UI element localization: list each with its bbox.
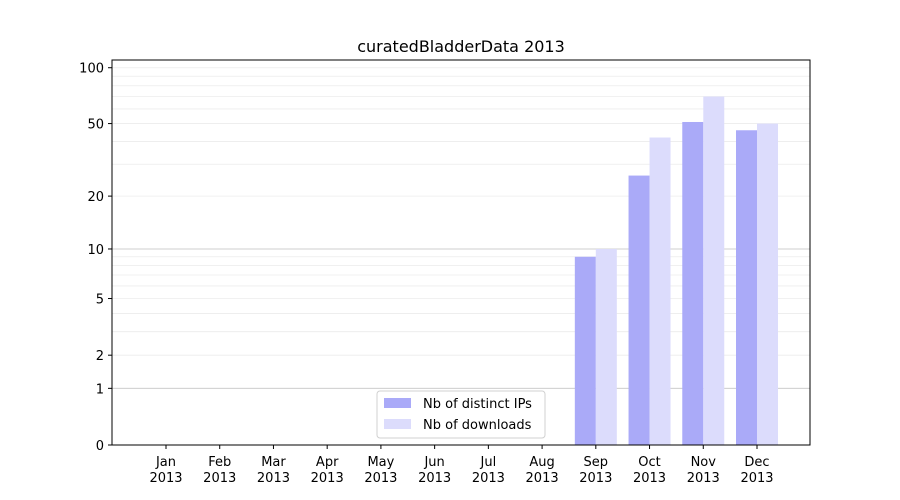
legend: Nb of distinct IPs Nb of downloads — [376, 390, 546, 439]
x-tick-label-year: 2013 — [579, 471, 612, 486]
bar-distinct-ips — [736, 130, 757, 445]
x-tick-label-year: 2013 — [633, 471, 666, 486]
x-tick-label-month: Jan — [155, 455, 176, 470]
bar-downloads — [757, 123, 778, 446]
legend-label: Nb of downloads — [423, 418, 532, 433]
x-tick-label-month: May — [367, 455, 394, 470]
chart-title: curatedBladderData 2013 — [357, 37, 565, 56]
y-tick-label: 20 — [87, 190, 104, 205]
x-tick-label-month: Jun — [423, 455, 444, 470]
x-tick-label-year: 2013 — [149, 471, 182, 486]
y-tick-label: 0 — [96, 439, 104, 454]
x-tick-label-month: Jul — [480, 455, 497, 470]
legend-box — [376, 390, 546, 439]
x-tick-label-month: Oct — [638, 455, 660, 470]
y-tick-label: 5 — [96, 293, 104, 308]
x-tick-label-month: Dec — [744, 455, 769, 470]
x-tick-label-year: 2013 — [257, 471, 290, 486]
bars-layer — [574, 96, 778, 446]
bar-downloads — [703, 96, 725, 445]
bar-downloads — [649, 137, 671, 446]
x-tick-label-year: 2013 — [526, 471, 559, 486]
bar-distinct-ips — [682, 121, 704, 445]
x-tick-label-year: 2013 — [418, 471, 451, 486]
x-tick-label-year: 2013 — [311, 471, 344, 486]
x-tick-label-month: Mar — [261, 455, 286, 470]
x-tick-label-year: 2013 — [687, 471, 720, 486]
legend-label: Nb of distinct IPs — [423, 397, 532, 412]
y-tick-label: 50 — [87, 118, 104, 133]
x-tick-label-year: 2013 — [203, 471, 236, 486]
x-tick-label-month: Apr — [316, 455, 339, 470]
x-tick-label-month: Feb — [208, 455, 231, 470]
x-tick-label-year: 2013 — [364, 471, 397, 486]
plot-frame — [111, 59, 811, 446]
bar-downloads — [595, 248, 617, 445]
bar-distinct-ips — [574, 256, 596, 445]
y-tick-label: 10 — [87, 243, 104, 258]
legend-swatch — [384, 419, 411, 429]
y-tick-label: 1 — [96, 382, 104, 397]
y-tick-label: 2 — [96, 349, 104, 364]
bar-distinct-ips — [628, 175, 650, 445]
x-tick-label-month: Nov — [691, 455, 717, 470]
x-tick-label-month: Aug — [529, 455, 554, 470]
y-axis: 0 1 2 5 10 20 50 100 — [79, 62, 112, 454]
x-tick-label-month: Sep — [584, 455, 609, 470]
x-tick-label-year: 2013 — [740, 471, 773, 486]
y-tick-label: 100 — [79, 62, 104, 77]
x-axis: Jan2013Feb2013Mar2013Apr2013May2013Jun20… — [149, 445, 774, 486]
legend-swatch — [384, 398, 411, 408]
x-tick-label-year: 2013 — [472, 471, 505, 486]
